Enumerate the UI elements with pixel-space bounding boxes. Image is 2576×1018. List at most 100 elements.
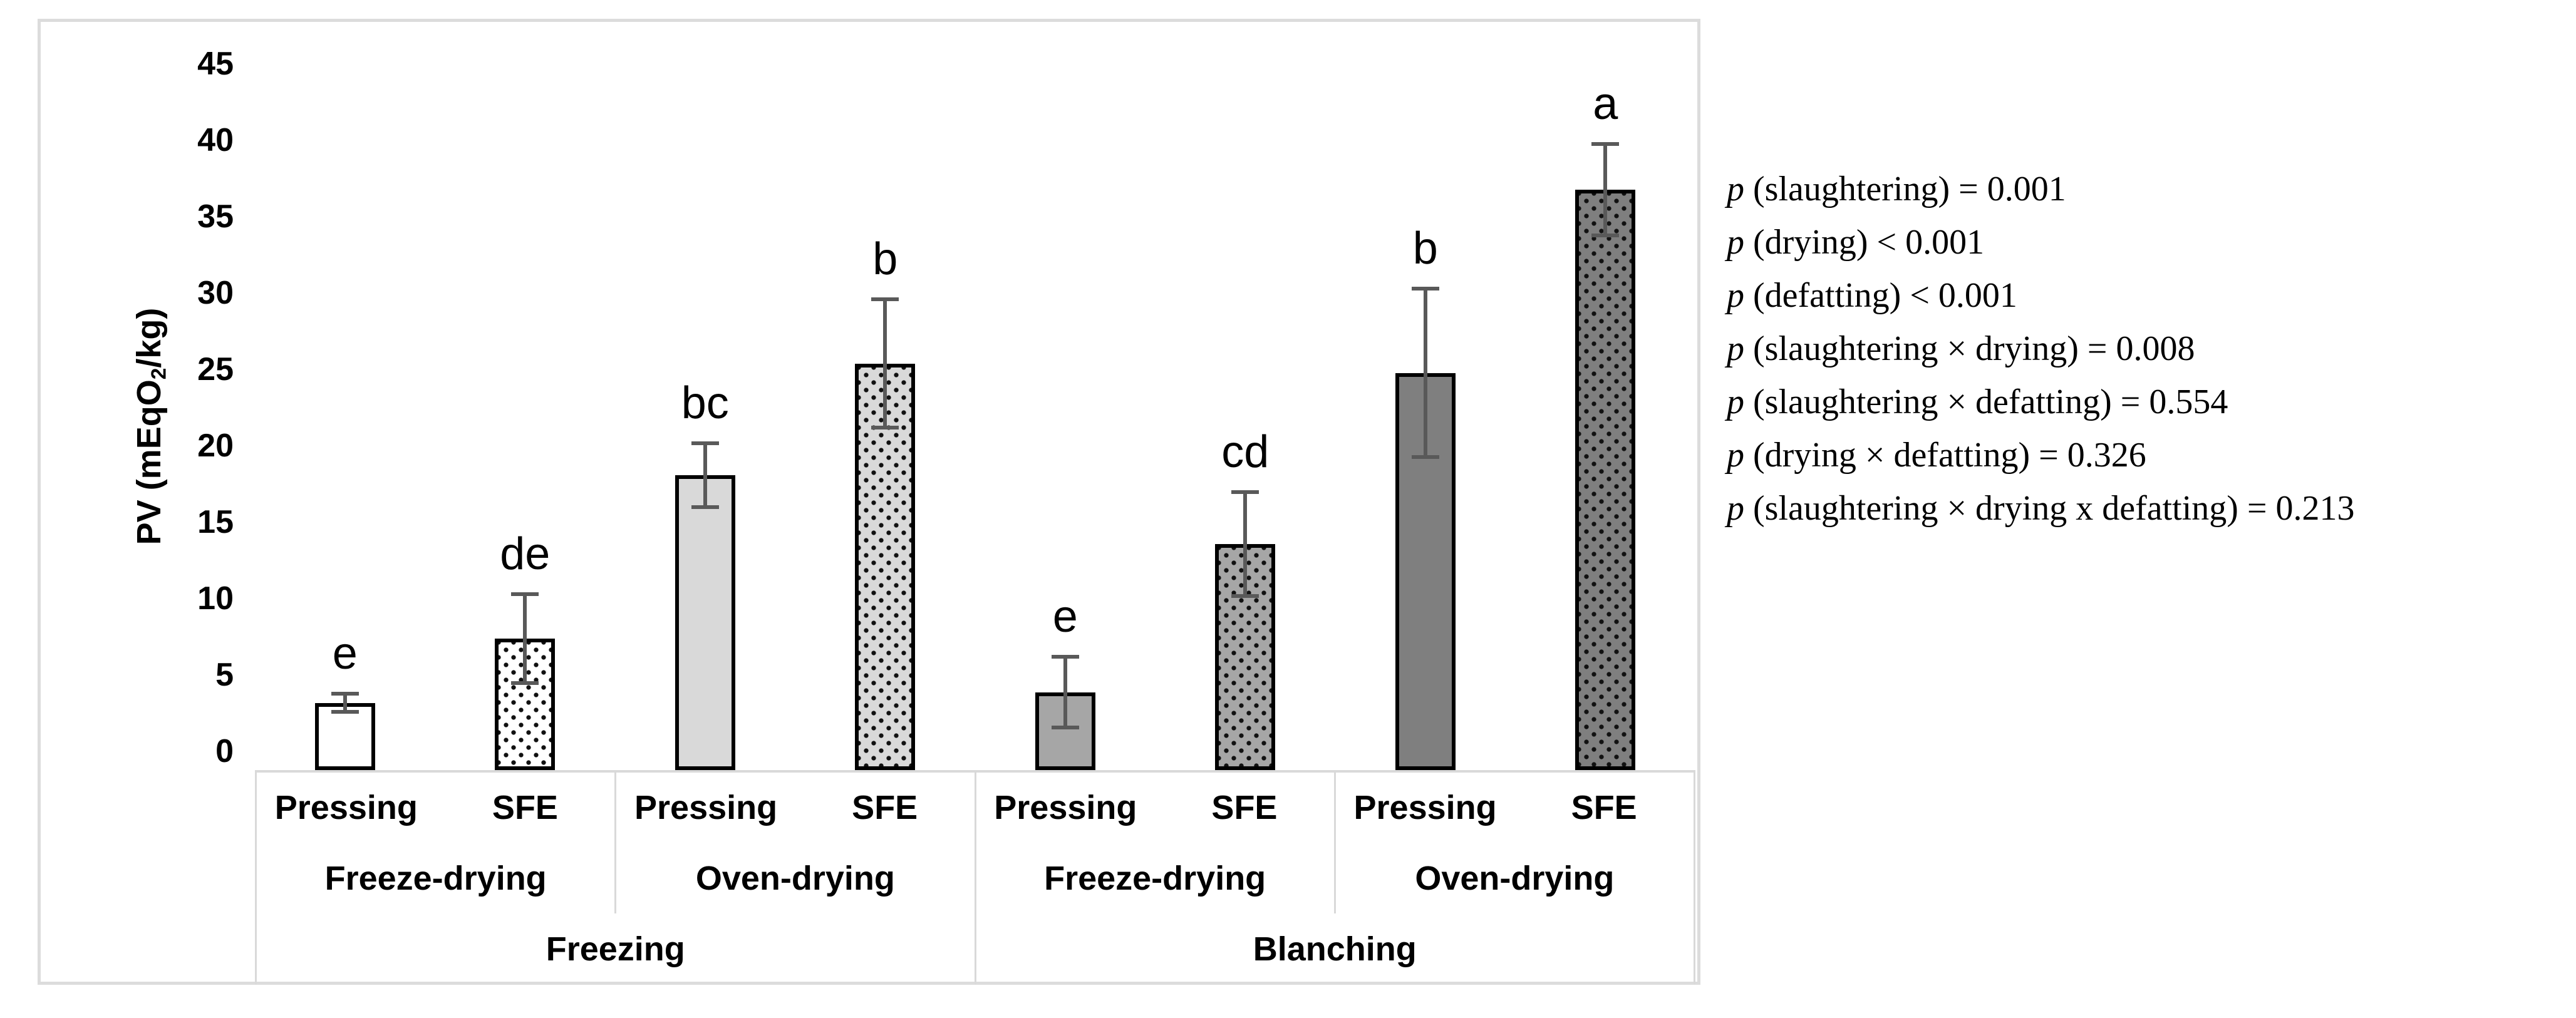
significance-letter: de xyxy=(500,529,551,580)
bar-error-line xyxy=(1603,143,1608,235)
axis-label-defatting: SFE xyxy=(852,789,918,827)
bar-error-cap-bottom xyxy=(1591,234,1620,237)
p-value-line: p (defatting) < 0.001 xyxy=(1727,269,2355,322)
bar-error-cap-bottom xyxy=(871,426,899,430)
p-value-line: p (drying) < 0.001 xyxy=(1727,216,2355,269)
y-axis-tick-label: 0 xyxy=(215,733,234,769)
axis-cell-drying: Freeze-drying xyxy=(976,843,1336,914)
bar-group: cd xyxy=(1156,83,1336,770)
bar-error-cap-top xyxy=(691,441,719,445)
p-symbol: p xyxy=(1727,436,1744,475)
axis-cell-drying: Oven-drying xyxy=(1336,843,1694,914)
bar-error-cap-bottom xyxy=(691,505,719,510)
bar-error-cap-bottom xyxy=(1231,594,1260,598)
x-axis-row-slaughtering: Freezing Blanching xyxy=(257,913,1694,985)
p-value-line: p (slaughtering × drying x defatting) = … xyxy=(1727,482,2355,535)
p-text: (drying × defatting) = 0.326 xyxy=(1744,436,2146,475)
bar-error-line xyxy=(343,694,347,712)
p-text: (slaughtering × drying) = 0.008 xyxy=(1744,329,2195,368)
bar-group: a xyxy=(1516,78,1696,770)
axis-label-drying: Oven-drying xyxy=(695,860,895,897)
y-axis-tick-label: 10 xyxy=(197,580,234,617)
bar-error-cap-top xyxy=(1591,141,1620,146)
axis-label-defatting: Pressing xyxy=(274,789,418,827)
axis-label-drying: Oven-drying xyxy=(1415,860,1615,897)
bar-group: b xyxy=(1335,83,1516,770)
bar-error-line xyxy=(523,594,527,683)
significance-letter: b xyxy=(1412,224,1438,274)
bar-error-cap-top xyxy=(331,692,359,696)
p-symbol: p xyxy=(1727,383,1744,421)
axis-label-defatting: Pressing xyxy=(994,789,1137,827)
p-value-line: p (drying × defatting) = 0.326 xyxy=(1727,429,2355,482)
p-text: (slaughtering) = 0.001 xyxy=(1744,170,2066,208)
y-axis-tick-label: 30 xyxy=(197,275,234,311)
bar-error-line xyxy=(703,443,707,508)
p-symbol: p xyxy=(1727,276,1744,315)
bar-error-cap-top xyxy=(1411,287,1439,291)
bar-error-line xyxy=(1063,657,1067,728)
axis-cell-drying: Oven-drying xyxy=(616,843,976,914)
bar-error-cap-top xyxy=(871,297,899,302)
axis-label-drying: Freeze-drying xyxy=(324,860,547,897)
x-axis-row-drying: Freeze-drying Oven-drying Freeze-drying Ove… xyxy=(257,843,1694,914)
x-axis-row-defatting: Pressing SFE Pressing SFE Pressing SFE Pressin… xyxy=(257,773,1694,843)
bar-group: de xyxy=(435,83,616,770)
axis-cell-defatting-pair: Pressing SFE xyxy=(257,773,617,843)
bar-error-line xyxy=(1243,491,1248,596)
p-symbol: p xyxy=(1727,170,1744,208)
bar xyxy=(855,363,916,770)
axis-cell-defatting-pair: Pressing SFE xyxy=(1336,773,1694,843)
p-values-block: p (slaughtering) = 0.001 p (drying) < 0.0… xyxy=(1727,163,2355,535)
y-axis-tick-label: 20 xyxy=(197,428,234,464)
bar xyxy=(314,702,375,770)
axis-label-drying: Freeze-drying xyxy=(1044,860,1266,897)
axis-cell-defatting-pair: Pressing SFE xyxy=(976,773,1336,843)
chart-frame: PV (mEqO2/kg) 45 40 35 30 25 20 15 10 5 0 e de bc b e… xyxy=(38,19,1700,985)
significance-letter: a xyxy=(1593,78,1618,129)
p-value-line: p (slaughtering × drying) = 0.008 xyxy=(1727,322,2355,376)
significance-letter: b xyxy=(872,234,898,285)
bar-group: bc xyxy=(615,83,795,770)
y-axis-tick-label: 45 xyxy=(197,46,234,82)
x-axis-table: Pressing SFE Pressing SFE Pressing SFE Pressin… xyxy=(255,770,1695,985)
bar-error-cap-bottom xyxy=(511,681,539,685)
axis-cell-drying: Freeze-drying xyxy=(257,843,617,914)
significance-letter: cd xyxy=(1221,426,1270,477)
y-axis-tick-label: 40 xyxy=(197,122,234,158)
p-symbol: p xyxy=(1727,329,1744,368)
bar-group: b xyxy=(795,83,976,770)
p-value-line: p (slaughtering × defatting) = 0.554 xyxy=(1727,376,2355,429)
bar xyxy=(675,475,735,770)
bar-error-cap-bottom xyxy=(1411,455,1439,459)
p-symbol: p xyxy=(1727,489,1744,528)
axis-label-defatting: SFE xyxy=(492,789,558,827)
p-text: (slaughtering × defatting) = 0.554 xyxy=(1744,383,2228,421)
bar-error-line xyxy=(883,299,887,428)
y-axis-tick-label: 15 xyxy=(197,504,234,540)
p-text: (defatting) < 0.001 xyxy=(1744,276,2017,315)
axis-cell-defatting-pair: Pressing SFE xyxy=(616,773,976,843)
bar-group: e xyxy=(975,83,1156,770)
bar-error-cap-bottom xyxy=(1051,725,1079,729)
p-value-line: p (slaughtering) = 0.001 xyxy=(1727,163,2355,216)
y-axis-tick-label: 35 xyxy=(197,198,234,235)
p-text: (drying) < 0.001 xyxy=(1744,223,1985,262)
bar xyxy=(495,639,556,770)
axis-label-defatting: Pressing xyxy=(1353,789,1497,827)
y-axis-tick-label: 25 xyxy=(197,351,234,388)
axis-label-defatting: SFE xyxy=(1211,789,1278,827)
significance-letter: e xyxy=(1052,592,1078,642)
axis-cell-slaughtering: Blanching xyxy=(976,913,1694,984)
axis-cell-slaughtering: Freezing xyxy=(257,913,976,985)
axis-label-defatting: SFE xyxy=(1571,789,1637,827)
y-axis-tick-label: 5 xyxy=(215,657,234,693)
bar-error-cap-top xyxy=(1051,655,1079,659)
significance-letter: bc xyxy=(681,378,729,428)
bar-group: e xyxy=(255,83,435,770)
axis-label-slaughtering: Blanching xyxy=(1253,930,1417,968)
bar-error-cap-top xyxy=(511,592,539,597)
plot-area: e de bc b e cd b a xyxy=(255,78,1696,770)
bar-error-cap-bottom xyxy=(331,710,359,714)
